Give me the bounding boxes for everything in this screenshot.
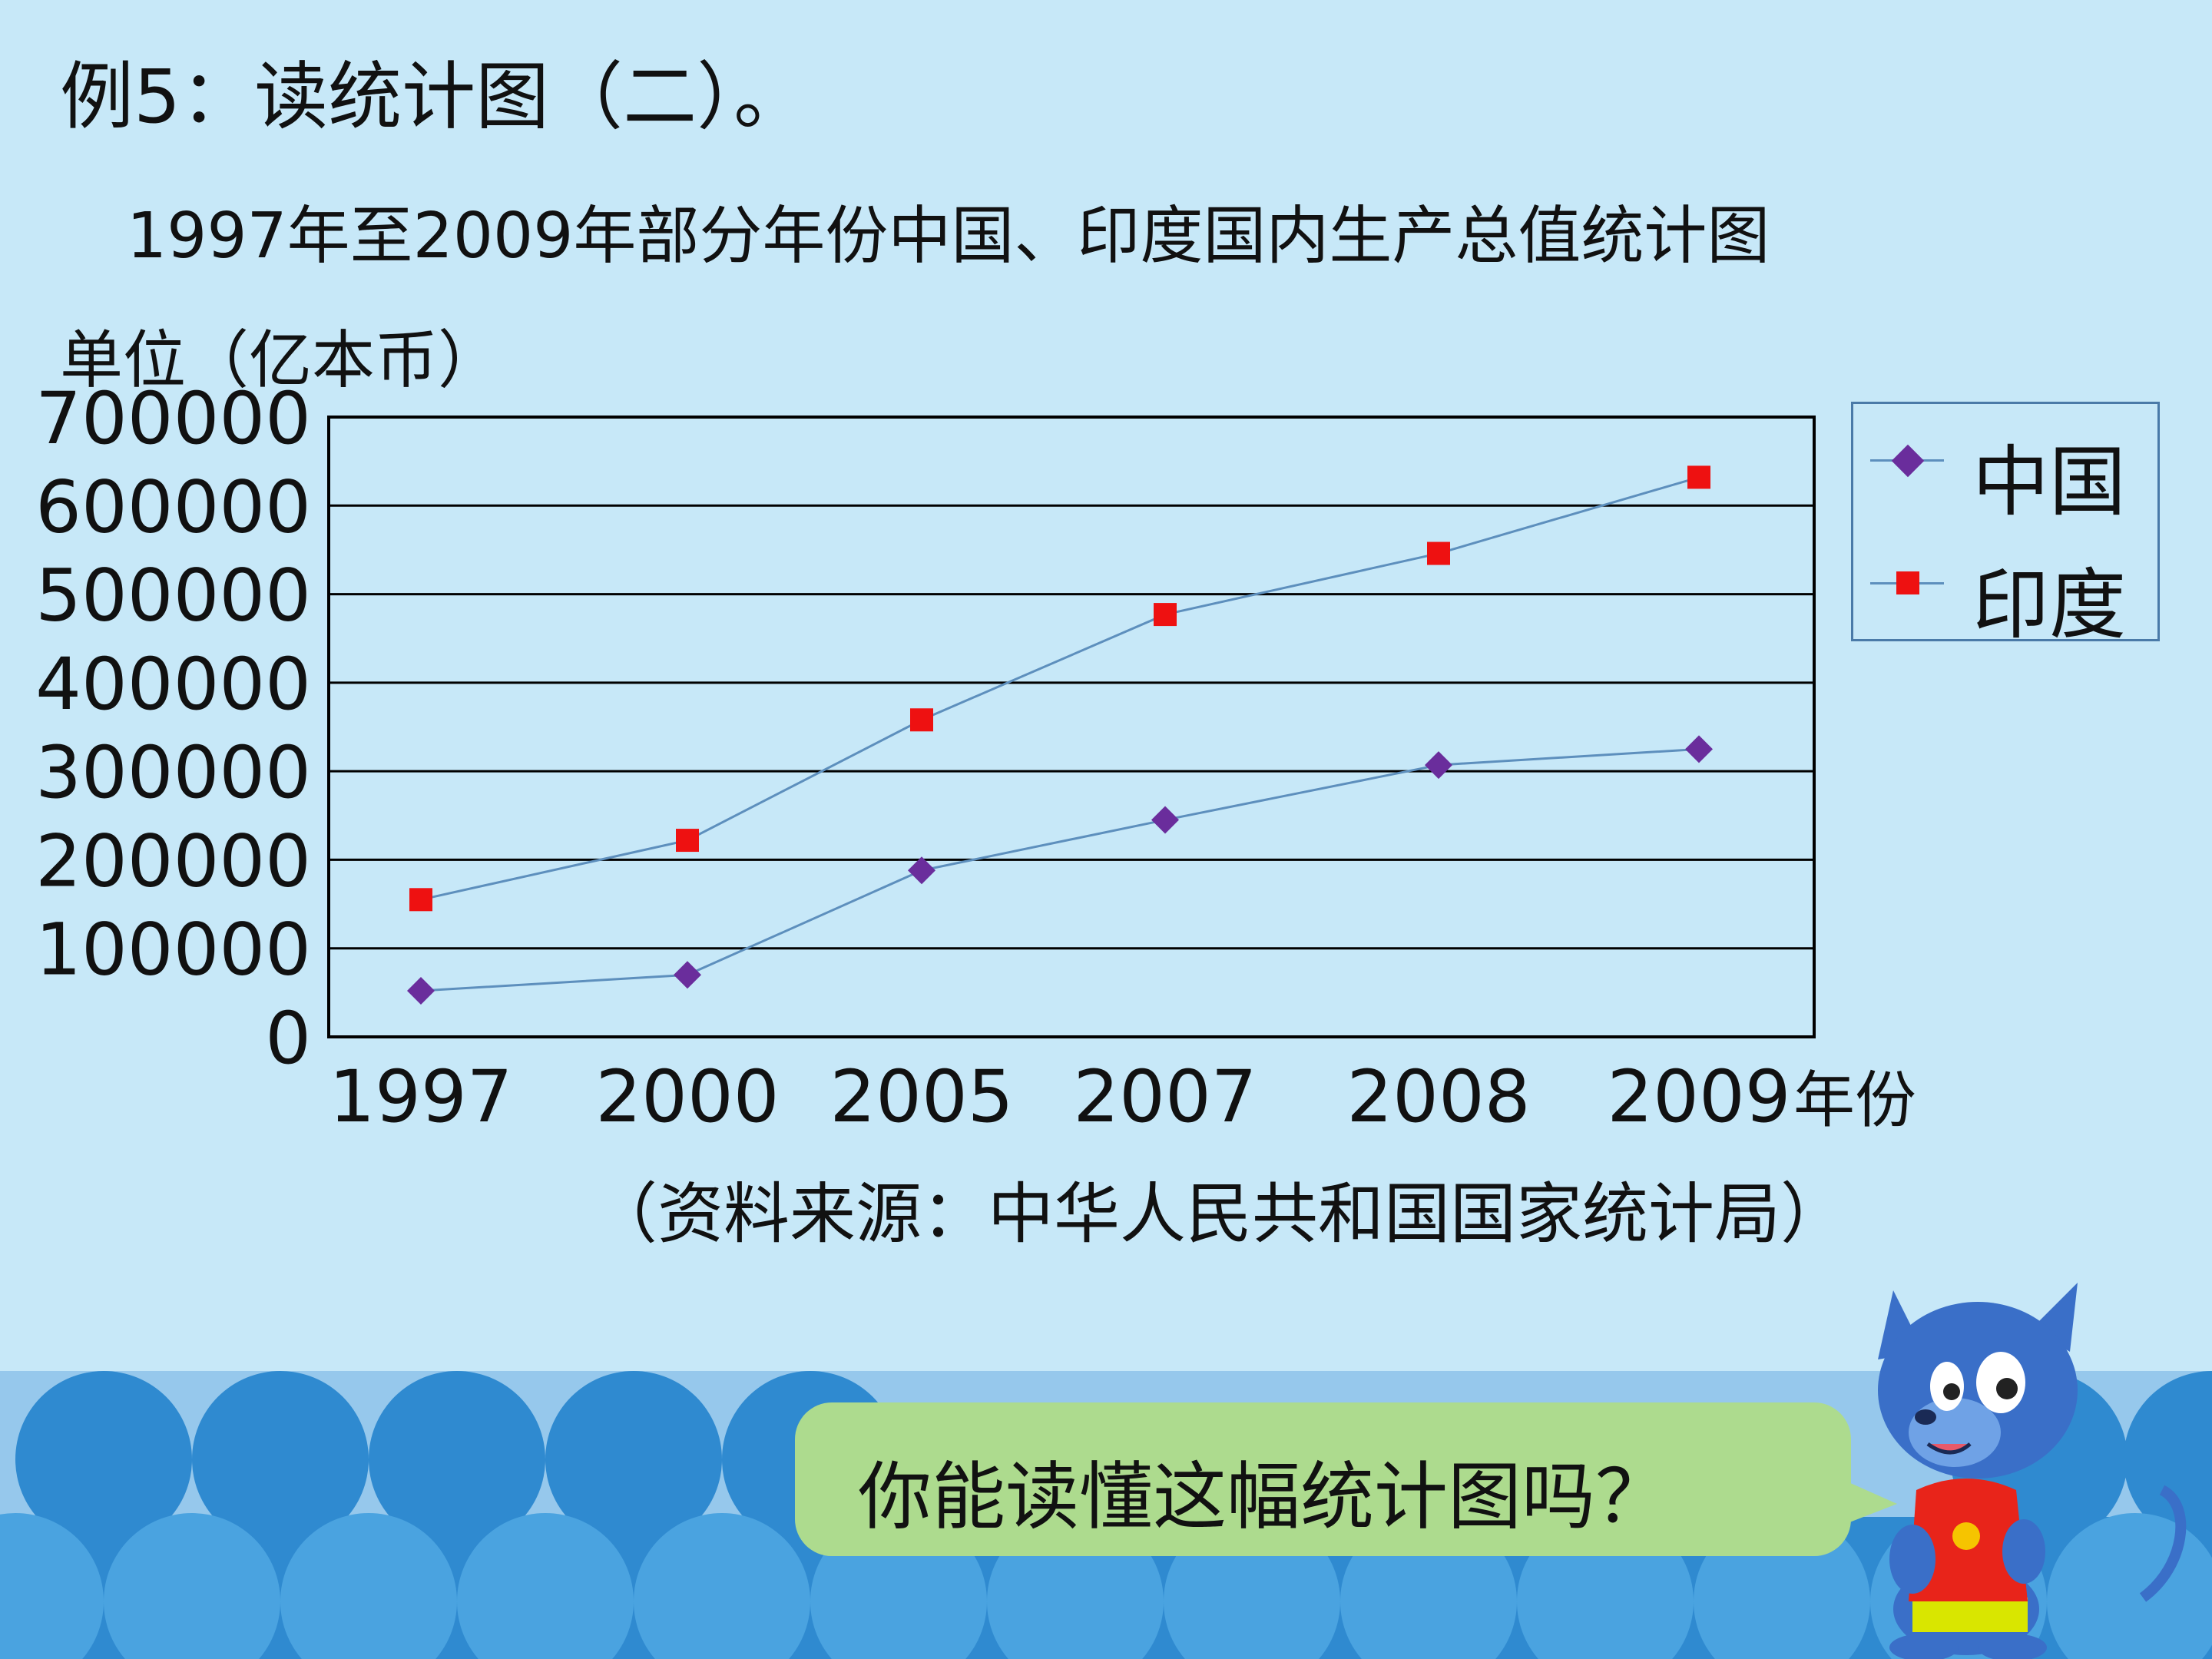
x-tick-label: 2000 [595,1055,779,1139]
series-line-india [420,475,1700,901]
square-marker-icon [1896,571,1919,594]
x-tick-label: 1997 [329,1055,512,1139]
y-tick-label: 0 [265,997,311,1081]
example-title: 例5：读统计图（二）。 [60,54,808,140]
legend-item-china: 中国 [1853,404,2161,527]
x-axis-label: 年份 [1793,1065,1916,1136]
legend-label-india: 印度 [1972,560,2126,650]
india-data-point [676,829,699,853]
india-data-point [1427,541,1450,565]
y-axis-unit-label: 单位（亿本币） [60,324,502,397]
y-tick-label: 500000 [35,555,311,638]
y-tick-label: 200000 [35,820,311,903]
y-tick-label: 100000 [35,909,311,992]
x-tick-label: 2008 [1346,1055,1530,1139]
speech-bubble-tail [1828,1473,1897,1531]
x-tick-label: 2009 [1607,1055,1790,1139]
diamond-marker-icon [1891,444,1925,478]
china-data-point [674,961,701,989]
plot-area-frame [327,416,1816,1038]
speech-bubble: 你能读懂这幅统计图吗？ [795,1402,1897,1556]
y-tick-label: 300000 [35,731,311,815]
series-line-china [420,747,1700,992]
y-tick-label: 700000 [35,377,311,461]
india-data-point [910,708,933,732]
line-chart: 0100000200000300000400000500000600000700… [35,377,1916,1139]
x-tick-label: 2005 [830,1055,1013,1139]
india-data-point [1687,465,1710,489]
china-data-point [908,856,935,885]
china-data-point [1425,751,1452,780]
source-note: （资料来源：中华人民共和国国家统计局） [591,1176,1846,1253]
legend-label-china: 中国 [1972,437,2126,527]
india-data-point [1154,603,1177,627]
china-data-point [1151,806,1179,834]
legend-item-india: 印度 [1853,527,2161,650]
blue-cat-mascot-icon [1878,1283,2187,1659]
chart-legend: 中国 印度 [1851,402,2161,650]
china-data-point [1685,735,1713,763]
speech-bubble-text: 你能读懂这幅统计图吗？ [858,1454,1669,1540]
china-data-point [407,977,435,1005]
y-tick-label: 600000 [35,465,311,549]
india-data-point [409,888,432,912]
x-tick-label: 2007 [1073,1055,1257,1139]
chart-title: 1997年至2009年部分年份中国、印度国内生产总值统计图 [127,200,1770,273]
y-tick-label: 400000 [35,643,311,727]
